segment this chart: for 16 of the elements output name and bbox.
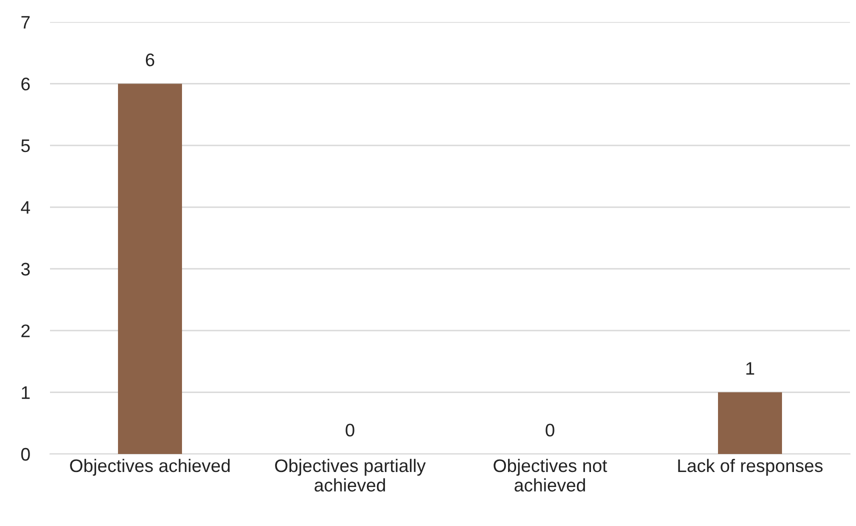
data-label: 1 [746, 362, 754, 375]
y-tick-label: 0 [21, 448, 30, 461]
x-tick-label: Lack of responses [678, 458, 823, 476]
x-tick-label: Objectives partially achieved [275, 458, 426, 492]
x-tick-label: Objectives not achieved [494, 458, 608, 492]
y-tick-label: 6 [21, 78, 30, 90]
y-tick-label: 1 [22, 386, 30, 399]
y-tick-label: 2 [21, 324, 30, 338]
y-tick-label: 3 [21, 262, 30, 276]
x-tick-label: Objectives achieved [70, 458, 230, 476]
data-label: 0 [346, 424, 354, 437]
y-tick-label: 7 [21, 16, 30, 29]
y-tick-label: 5 [21, 140, 30, 152]
data-label: 0 [546, 424, 554, 437]
y-tick-label: 4 [20, 201, 30, 214]
data-label: 6 [146, 53, 154, 66]
